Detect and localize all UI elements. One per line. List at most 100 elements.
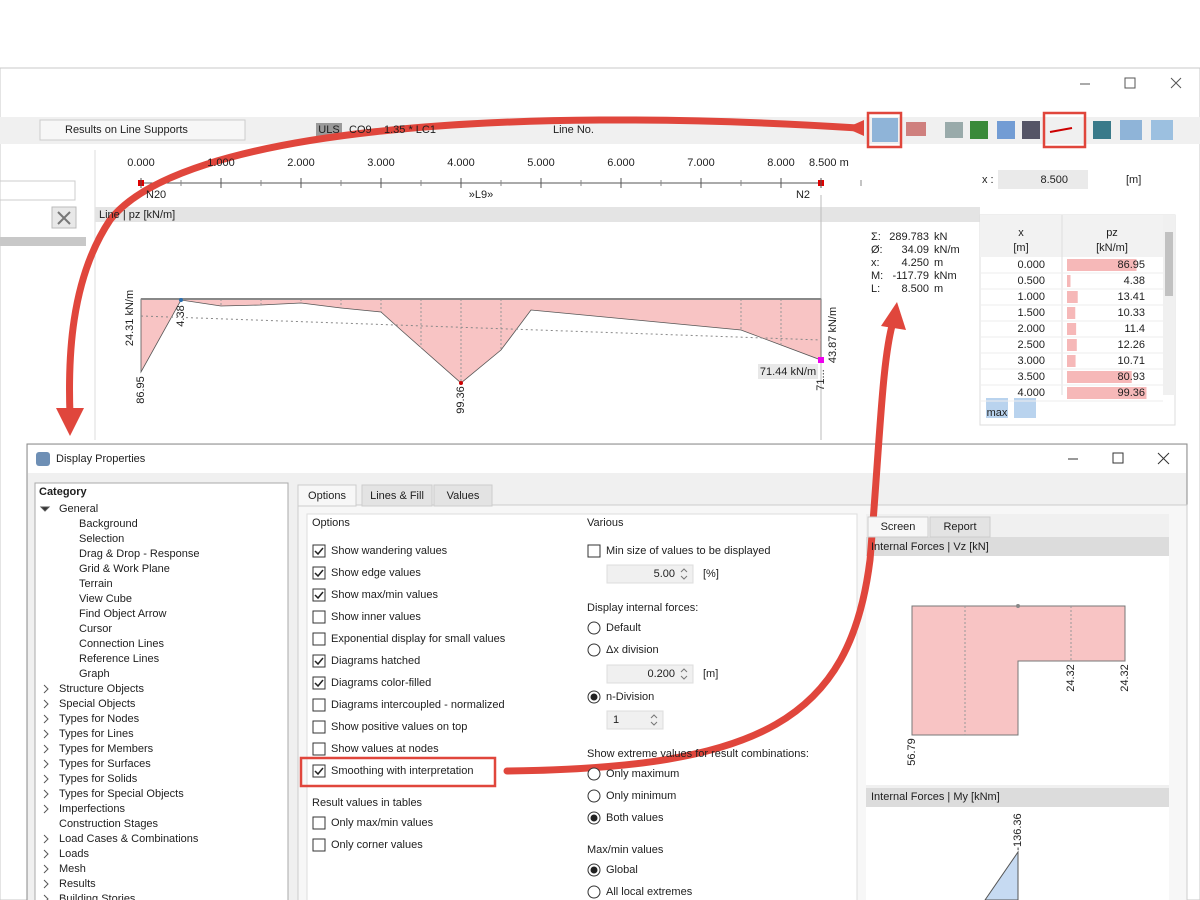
- tree-item[interactable]: Reference Lines: [79, 653, 160, 665]
- shear-divisions: [964, 606, 1072, 735]
- left-dropdown[interactable]: [0, 180, 76, 201]
- tree-expander[interactable]: [43, 684, 49, 694]
- checkbox[interactable]: [312, 676, 326, 690]
- tree-item[interactable]: Construction Stages: [59, 818, 159, 830]
- checkbox[interactable]: [312, 544, 326, 558]
- tree-expander[interactable]: [43, 894, 49, 900]
- column-header: [kN/m]: [1096, 242, 1128, 254]
- value-bar: [1067, 387, 1147, 399]
- input[interactable]: [606, 664, 694, 684]
- result-selector[interactable]: [39, 119, 246, 141]
- tree-expander[interactable]: [43, 864, 49, 874]
- tree-item[interactable]: Special Objects: [59, 698, 136, 710]
- tree-item[interactable]: Types for Surfaces: [59, 758, 151, 770]
- checkbox[interactable]: [312, 610, 326, 624]
- radio-label: Default: [606, 622, 641, 634]
- checkbox[interactable]: [312, 764, 326, 778]
- tab[interactable]: [929, 516, 991, 538]
- ruler-tick-label: 4.000: [447, 157, 475, 169]
- dialog-controls[interactable]: [1068, 452, 1170, 465]
- tree-item[interactable]: Terrain: [79, 578, 113, 590]
- radio[interactable]: [587, 643, 601, 657]
- tree-expander[interactable]: [43, 774, 49, 784]
- value-bar: [1067, 307, 1076, 319]
- tree-expander[interactable]: [43, 804, 49, 814]
- toolbar-icons[interactable]: [872, 118, 1173, 142]
- scroll-thumb[interactable]: [1165, 232, 1173, 296]
- tree-item[interactable]: View Cube: [79, 593, 132, 605]
- checkbox[interactable]: [312, 654, 326, 668]
- tree-item[interactable]: Types for Lines: [59, 728, 134, 740]
- tab[interactable]: [297, 484, 357, 507]
- tree-expander[interactable]: [43, 879, 49, 889]
- x-input[interactable]: [998, 170, 1088, 189]
- tree-expander[interactable]: [43, 849, 49, 859]
- column-header: [m]: [1013, 242, 1028, 254]
- tree-item[interactable]: Cursor: [79, 623, 112, 635]
- tree-expander[interactable]: [39, 506, 51, 512]
- tree-expander[interactable]: [43, 714, 49, 724]
- radio[interactable]: [587, 621, 601, 635]
- tab[interactable]: [867, 516, 929, 538]
- checkbox[interactable]: [312, 742, 326, 756]
- summary-value: 4.250: [901, 257, 929, 269]
- tree-expander[interactable]: [43, 729, 49, 739]
- tree-item[interactable]: Selection: [79, 533, 124, 545]
- radio[interactable]: [587, 885, 601, 899]
- input[interactable]: [606, 564, 694, 584]
- tree-item[interactable]: Results: [59, 878, 96, 890]
- checkbox[interactable]: [312, 566, 326, 580]
- tree-item[interactable]: Grid & Work Plane: [79, 563, 170, 575]
- spinner[interactable]: [650, 714, 658, 726]
- spinner[interactable]: [680, 568, 688, 580]
- checkbox[interactable]: [587, 544, 601, 558]
- tree-expander[interactable]: [43, 744, 49, 754]
- diagram-area: [140, 298, 822, 384]
- radio[interactable]: [587, 767, 601, 781]
- tab[interactable]: [433, 484, 493, 507]
- tree-expander[interactable]: [43, 834, 49, 844]
- tree-item[interactable]: General: [59, 503, 98, 515]
- column-header: pz: [1106, 227, 1118, 239]
- checkbox[interactable]: [312, 632, 326, 646]
- highlight-boxes: [299, 111, 1087, 788]
- checkbox[interactable]: [312, 816, 326, 830]
- input[interactable]: [606, 710, 664, 730]
- filter-max-button[interactable]: [986, 398, 1008, 418]
- checkbox[interactable]: [312, 838, 326, 852]
- tree-expander[interactable]: [43, 759, 49, 769]
- checkbox[interactable]: [312, 698, 326, 712]
- tree-item[interactable]: Types for Special Objects: [59, 788, 184, 800]
- tree-item[interactable]: Building Stories: [59, 893, 136, 900]
- tree-item[interactable]: Imperfections: [59, 803, 126, 815]
- filter-button[interactable]: [1014, 398, 1036, 418]
- checkbox[interactable]: [312, 720, 326, 734]
- tree-item[interactable]: Find Object Arrow: [79, 608, 166, 620]
- combination: CO9: [349, 124, 372, 136]
- tree-item[interactable]: Load Cases & Combinations: [59, 833, 199, 845]
- tree-item[interactable]: Connection Lines: [79, 638, 165, 650]
- tree-item[interactable]: Types for Nodes: [59, 713, 140, 725]
- table-cell: 99.36: [1117, 387, 1145, 399]
- tree-expander[interactable]: [43, 699, 49, 709]
- tree-item[interactable]: Drag & Drop - Response: [79, 548, 199, 560]
- tree-item[interactable]: Loads: [59, 848, 89, 860]
- x-value: 8.500: [1040, 174, 1068, 186]
- spinner[interactable]: [680, 668, 688, 680]
- tree-item[interactable]: Background: [79, 518, 138, 530]
- tree-item[interactable]: Types for Members: [59, 743, 154, 755]
- tree-item[interactable]: Types for Solids: [59, 773, 138, 785]
- tree-item[interactable]: Structure Objects: [59, 683, 144, 695]
- tree-item[interactable]: Mesh: [59, 863, 86, 875]
- radio[interactable]: [587, 789, 601, 803]
- left-bar: [0, 237, 86, 246]
- category-heading: Category: [39, 486, 88, 498]
- tree-item[interactable]: Graph: [79, 668, 110, 680]
- input-value: 5.00: [654, 568, 675, 580]
- tab[interactable]: [361, 484, 433, 507]
- checkbox[interactable]: [312, 588, 326, 602]
- tab-label: Options: [308, 490, 346, 502]
- tree-expander[interactable]: [43, 789, 49, 799]
- table-cell: 80.93: [1117, 371, 1145, 383]
- preview-title: Internal Forces | Vz [kN]: [871, 541, 989, 553]
